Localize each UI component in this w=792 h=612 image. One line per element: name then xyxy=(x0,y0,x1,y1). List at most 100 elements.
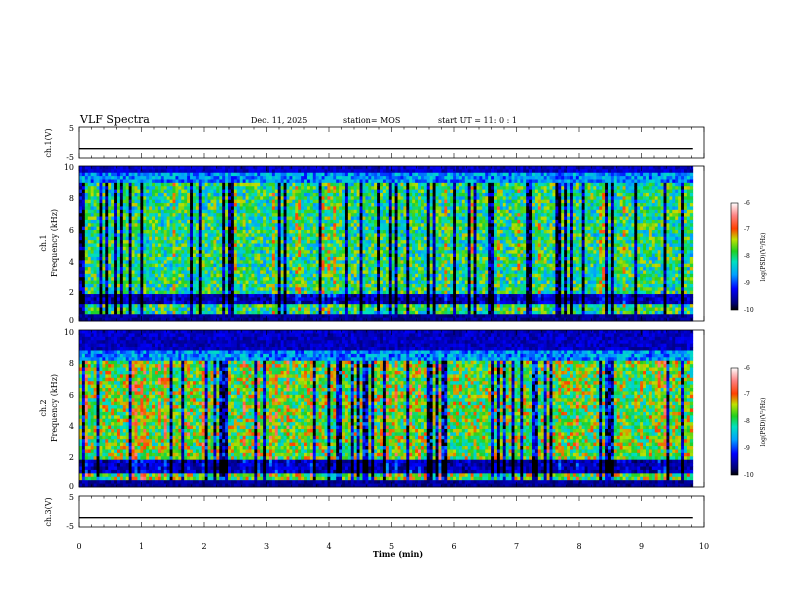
spectrogram-cell xyxy=(274,250,279,255)
spectrogram-cell xyxy=(274,287,279,292)
spectrogram-cell xyxy=(374,196,378,201)
spectrogram-cell xyxy=(225,314,229,319)
spectrogram-cell xyxy=(274,273,279,278)
spectrogram-cell xyxy=(84,263,89,268)
spectrogram-cell xyxy=(154,283,159,288)
spectrogram-cell xyxy=(154,300,159,305)
spectrogram-cell xyxy=(190,260,194,265)
spectrogram-cell xyxy=(365,199,369,204)
spectrogram-cell xyxy=(105,226,109,231)
spectrogram-cell xyxy=(283,179,287,184)
spectrogram-cell xyxy=(330,236,334,241)
spectrogram-cell xyxy=(306,206,311,211)
spectrogram-cell xyxy=(192,226,197,231)
spectrogram-cell xyxy=(330,304,334,308)
spectrogram-cell xyxy=(356,253,360,258)
spectrogram-cell xyxy=(149,283,153,288)
spectrogram-cell xyxy=(230,277,235,281)
spectrogram-cell xyxy=(271,233,276,238)
spectrogram-cell xyxy=(362,294,366,298)
spectrogram-cell xyxy=(356,182,360,187)
spectrogram-cell xyxy=(268,260,273,265)
spectrogram-cell xyxy=(228,233,232,238)
spectrogram-cell xyxy=(122,287,127,292)
spectrogram-cell xyxy=(327,294,331,298)
spectrogram-cell xyxy=(105,233,109,238)
spectrogram-cell xyxy=(140,294,144,298)
spectrogram-cell xyxy=(96,273,100,278)
spectrogram-cell xyxy=(114,236,118,241)
spectrogram-cell xyxy=(219,182,223,187)
spectrogram-cell xyxy=(233,209,238,214)
spectrogram-cell xyxy=(315,223,320,228)
spectrogram-cell xyxy=(336,314,340,319)
spectrogram-cell xyxy=(318,307,322,312)
spectrogram-cell xyxy=(359,307,363,312)
spectrogram-cell xyxy=(268,283,273,288)
spectrogram-cell xyxy=(222,230,226,234)
spectrogram-cell xyxy=(377,169,381,174)
spectrogram-cell xyxy=(79,317,83,322)
spectrogram-cell xyxy=(140,166,144,170)
spectrogram-cell xyxy=(108,240,112,244)
spectrogram-cell xyxy=(131,233,135,238)
spectrogram-cell xyxy=(324,280,328,285)
spectrogram-cell xyxy=(330,253,334,258)
spectrogram-cell xyxy=(149,240,153,244)
spectrogram-cell xyxy=(304,192,308,197)
spectrogram-cell xyxy=(105,260,109,265)
spectrogram-cell xyxy=(84,283,89,288)
spectrogram-cell xyxy=(201,219,206,224)
spectrogram-cell xyxy=(222,300,226,305)
spectrogram-cell xyxy=(344,317,349,322)
spectrogram-cell xyxy=(368,186,372,190)
date-label: Dec. 11, 2025 xyxy=(251,116,307,125)
spectrogram-cell xyxy=(228,209,232,214)
spectrogram-cell xyxy=(342,179,346,184)
spectrogram-cell xyxy=(242,270,246,275)
spectrogram-cell xyxy=(114,307,118,312)
spectrogram-cell xyxy=(216,304,220,308)
spectrogram-cell xyxy=(318,246,322,251)
spectrogram-cell xyxy=(336,216,340,221)
spectrogram-cell xyxy=(175,219,179,224)
spectrogram-cell xyxy=(327,199,331,204)
spectrogram-cell xyxy=(160,230,165,234)
spectrogram-cell xyxy=(257,297,261,302)
spectrogram-cell xyxy=(207,246,211,251)
spectrogram-cell xyxy=(309,192,314,197)
spectrogram-cell xyxy=(137,263,141,268)
spectrogram-cell xyxy=(149,253,153,258)
spectrogram-cell xyxy=(356,186,360,190)
spectrogram-cell xyxy=(204,240,208,244)
spectrogram-cell xyxy=(163,250,168,255)
spectrogram-cell xyxy=(339,192,343,197)
spectrogram-cell xyxy=(280,209,284,214)
spectrogram-cell xyxy=(102,307,106,312)
spectrogram-cell xyxy=(166,287,170,292)
spectrogram-cell xyxy=(277,199,282,204)
spectrogram-cell xyxy=(280,182,284,187)
spectrogram-cell xyxy=(105,287,109,292)
spectrogram-cell xyxy=(301,273,305,278)
spectrogram-cell xyxy=(382,240,387,244)
spectrogram-cell xyxy=(324,182,328,187)
spectrogram-cell xyxy=(362,240,366,244)
spectrogram-cell xyxy=(254,260,258,265)
spectrogram-cell xyxy=(371,290,375,295)
spectrogram-cell xyxy=(225,260,229,265)
spectrogram-cell xyxy=(298,176,302,180)
spectrogram-cell xyxy=(222,206,226,211)
spectrogram-cell xyxy=(105,314,109,319)
spectrogram-cell xyxy=(233,243,238,248)
spectrogram-cell xyxy=(274,304,279,308)
spectrogram-cell xyxy=(181,314,185,319)
spectrogram-cell xyxy=(292,253,296,258)
spectrogram-cell xyxy=(172,310,176,315)
spectrogram-cell xyxy=(134,273,138,278)
spectrogram-cell xyxy=(318,199,322,204)
spectrogram-cell xyxy=(225,317,229,322)
spectrogram-cell xyxy=(277,263,282,268)
spectrogram-cell xyxy=(163,166,168,170)
spectrogram-cell xyxy=(374,287,378,292)
